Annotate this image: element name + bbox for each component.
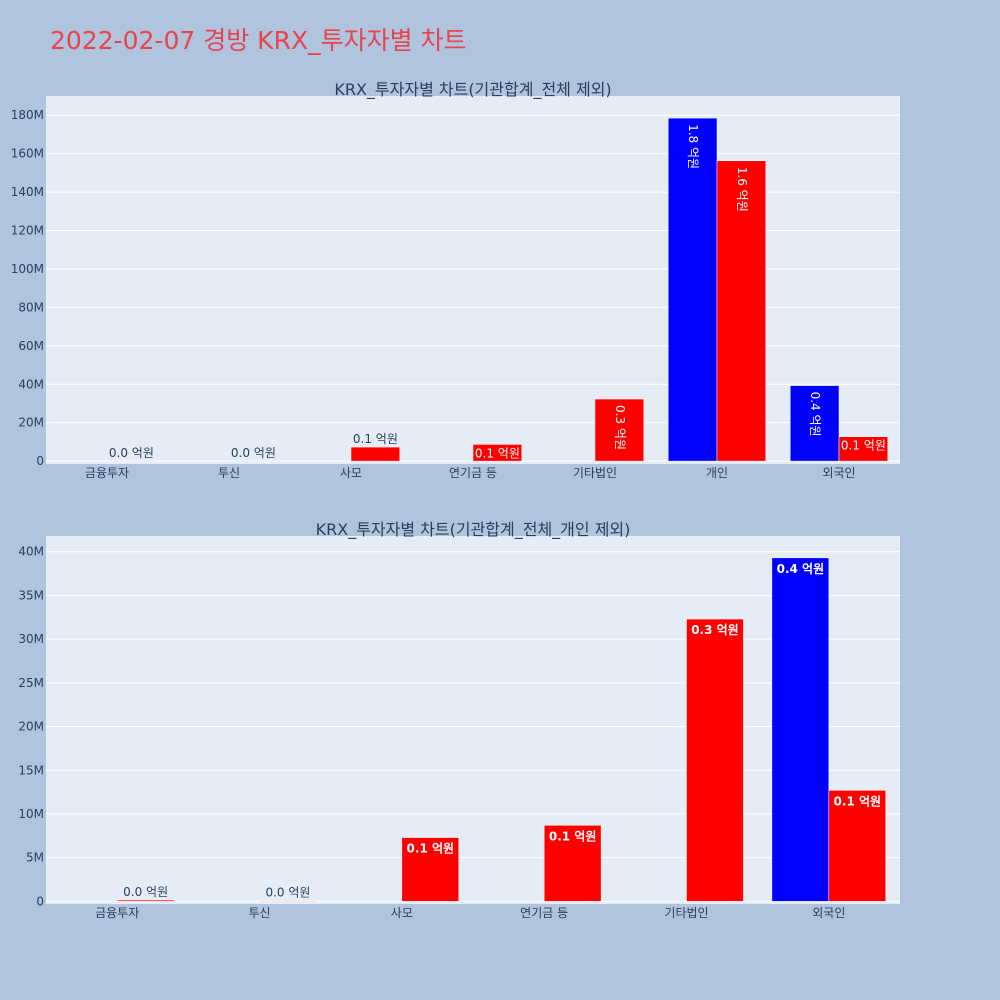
bar [472,444,523,462]
y-tick-label: 80M [18,300,44,314]
bar [350,446,401,462]
charts-group: KRX_투자자별 차트(기관합계_전체 제외) 0 20M 40M 60M 80M 100M… [11,80,900,920]
y-tick-label: 0 [36,894,44,908]
chart-title: KRX_투자자별 차트(기관합계_전체_개인 제외) [316,520,631,540]
bar-data-label: 0.1 억원 [353,432,398,446]
bar [771,557,830,902]
bar [116,899,175,902]
chart-title: KRX_투자자별 차트(기관합계_전체 제외) [334,80,611,100]
bar [838,436,889,462]
bar [401,837,460,902]
x-tick-label: 외국인 [812,906,845,920]
x-tick-label: 기타법인 [664,906,708,920]
y-tick-label: 30M [18,632,44,646]
y-tick-label: 40M [18,377,44,391]
bar-data-label: 0.3 억원 [613,405,627,450]
x-tick-label: 금융투자 [95,906,139,920]
x-tick-label: 기타법인 [573,466,617,480]
x-tick-label: 투신 [248,906,270,920]
bar-data-label: 1.6 억원 [735,167,749,212]
y-tick-label: 20M [18,416,44,430]
y-tick-label: 25M [18,676,44,690]
y-tick-label: 160M [11,147,44,161]
y-tick-label: 40M [18,545,44,559]
plot-area [46,536,900,904]
bar-data-label: 0.4 억원 [777,562,825,576]
y-tick-label: 20M [18,720,44,734]
y-tick-label: 15M [18,763,44,777]
bar [716,160,767,462]
y-tick-label: 100M [11,262,44,276]
plot-area [46,96,900,464]
bar-data-label: 0.0 억원 [109,446,154,460]
bar [686,618,744,902]
y-tick-label: 10M [18,807,44,821]
bar-data-label: 0.3 억원 [691,623,739,637]
bar-data-label: 1.8 억원 [686,124,700,169]
x-tick-label: 투신 [218,466,240,480]
y-tick-label: 60M [18,339,44,353]
x-tick-label: 외국인 [822,466,855,480]
x-tick-label: 금융투자 [85,466,129,480]
bar [789,385,840,462]
y-tick-label: 140M [11,185,44,199]
x-tick-label: 사모 [391,906,413,920]
bar-data-label: 0.1 억원 [834,794,882,808]
y-tick-label: 35M [18,588,44,602]
y-tick-label: 120M [11,224,44,238]
bar-data-label: 0.0 억원 [231,446,276,460]
bar [594,398,645,462]
bar [259,900,317,902]
y-tick-label: 180M [11,108,44,122]
chart-panel-2: KRX_투자자별 차트(기관합계_전체_개인 제외) 0 5M 10M 15M 20M 25… [18,520,900,920]
bar [828,790,887,902]
bar-data-label: 0.4 억원 [808,392,822,437]
bar-data-label: 0.1 억원 [475,446,520,460]
bar-data-label: 0.0 억원 [123,885,168,899]
bar-data-label: 0.0 억원 [265,886,310,900]
x-tick-label: 연기금 등 [520,906,568,920]
chart-panel-1: KRX_투자자별 차트(기관합계_전체 제외) 0 20M 40M 60M 80M 100M… [11,80,900,480]
bar-data-label: 0.1 억원 [549,829,597,843]
y-tick-label: 5M [26,851,44,865]
y-tick-label: 0 [36,454,44,468]
bar-data-label: 0.1 억원 [841,439,886,453]
bar [667,117,718,462]
bar-data-label: 0.1 억원 [407,842,455,856]
bar [543,825,602,902]
x-tick-label: 연기금 등 [449,466,497,480]
page-title: 2022-02-07 경방 KRX_투자자별 차트 [50,26,467,55]
x-tick-label: 개인 [706,466,728,480]
x-tick-label: 사모 [340,466,362,480]
